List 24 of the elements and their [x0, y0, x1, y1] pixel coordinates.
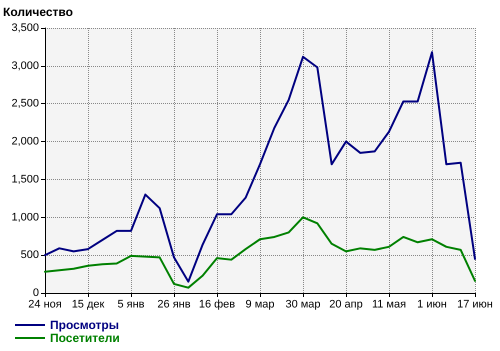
x-tick-label: 5 янв [117, 298, 145, 310]
legend-label: Посетители [50, 331, 120, 345]
y-tick-label: 500 [20, 249, 39, 262]
x-tick-label: 15 дек [72, 298, 105, 310]
x-tick-label: 11 мая [372, 298, 406, 310]
x-tick-label: 24 ноя [28, 298, 62, 310]
line-series [44, 216, 476, 289]
x-tick-label: 20 апр [329, 298, 363, 310]
y-tick-label: 2,000 [11, 136, 39, 148]
x-tick-label: 17 июн [457, 298, 493, 310]
y-tick-label: 0 [32, 287, 39, 299]
x-tick-label: 16 фев [198, 298, 236, 310]
y-tick-label: 1,000 [11, 211, 39, 224]
legend-label: Просмотры [50, 318, 120, 332]
y-tick-label: 3,500 [11, 22, 39, 34]
y-tick-label: 3,000 [11, 60, 39, 72]
y-tick-label: 1,500 [11, 173, 39, 186]
x-tick-label: 30 мар [285, 298, 321, 310]
y-axis-title: Количество [3, 5, 73, 19]
x-tick-label: 1 июн [417, 298, 447, 310]
line-series [44, 51, 476, 283]
y-tick-label: 2,500 [11, 98, 39, 110]
x-tick-label: 9 мар [246, 298, 274, 310]
x-tick-label: 26 янв [157, 298, 191, 310]
